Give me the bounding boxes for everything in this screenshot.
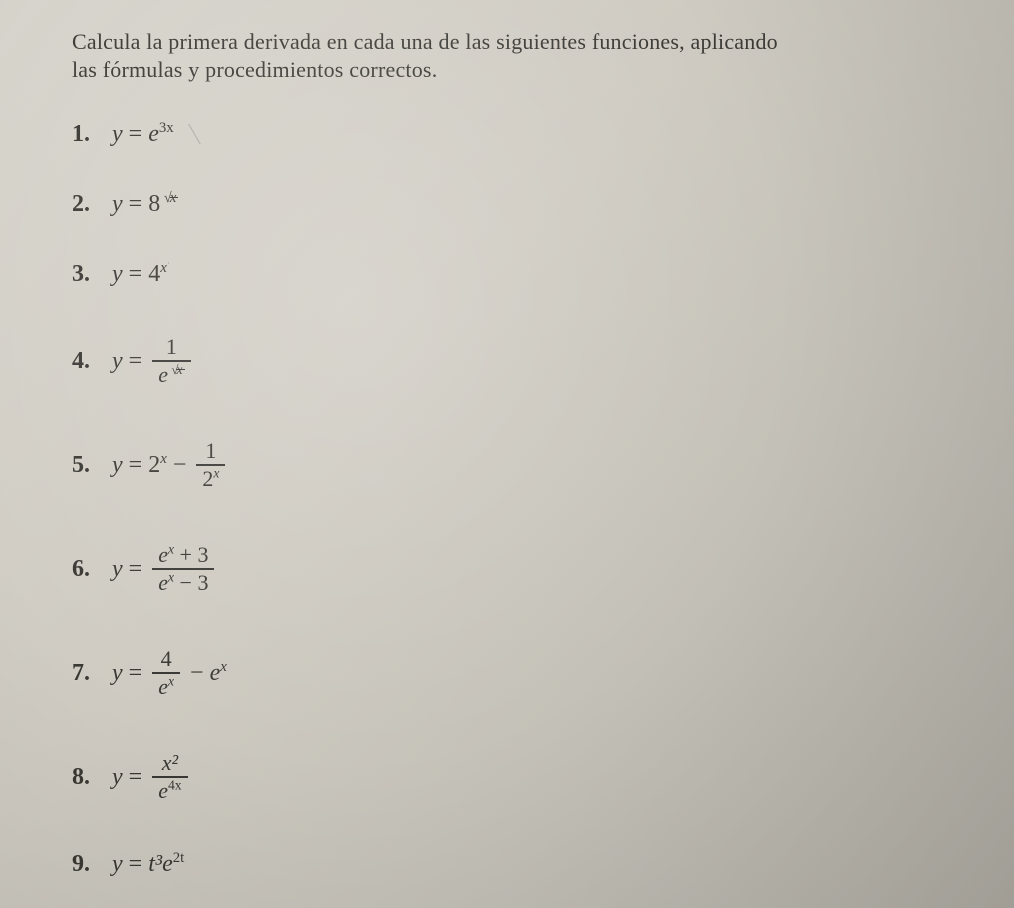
problem-number: 3. [72,261,112,288]
equation: y = ex + 3 ex − 3 [112,542,218,596]
problem-8: 8. y = x² e4x [72,734,974,820]
problem-9: 9. y = t³e2t [72,838,974,890]
equation: y = 4 ex − ex [112,646,227,700]
problem-number: 9. [72,851,112,878]
worksheet-page: Calcula la primera derivada en cada una … [0,0,1014,908]
problem-number: 5. [72,452,112,479]
problem-list: 1. y = e3x 2. y = 8 √x 3. y = [72,108,974,908]
equation: y = t³e2t [112,851,184,878]
problem-number: 4. [72,348,112,375]
problem-number: 8. [72,764,112,791]
problem-2: 2. y = 8 √x [72,178,974,230]
problem-6: 6. y = ex + 3 ex − 3 [72,526,974,612]
instructions-line-2: las fórmulas y procedimientos correctos. [72,57,437,82]
instructions-line-1: Calcula la primera derivada en cada una … [72,29,778,54]
equation: y = 8 √x [112,191,178,218]
equation: y = e3x [112,121,204,148]
fraction: 4 ex [152,646,180,700]
equation: y = 1 e √x [112,334,195,388]
instructions: Calcula la primera derivada en cada una … [72,28,974,84]
equation: y = x² e4x [112,750,192,804]
equation: y = 2x − 1 2x [112,438,229,492]
fraction: 1 e √x [152,334,190,388]
problem-4: 4. y = 1 e √x [72,318,974,404]
equation: y = 4x· [112,261,170,288]
fraction: ex + 3 ex − 3 [152,542,214,596]
fraction: 1 2x [196,438,225,492]
problem-7: 7. y = 4 ex − ex [72,630,974,716]
scratch-mark [186,124,204,144]
problem-number: 1. [72,121,112,148]
problem-number: 7. [72,660,112,687]
problem-number: 6. [72,556,112,583]
problem-3: 3. y = 4x· [72,248,974,300]
fraction: x² e4x [152,750,187,804]
problem-number: 2. [72,191,112,218]
problem-1: 1. y = e3x [72,108,974,160]
problem-5: 5. y = 2x − 1 2x [72,422,974,508]
